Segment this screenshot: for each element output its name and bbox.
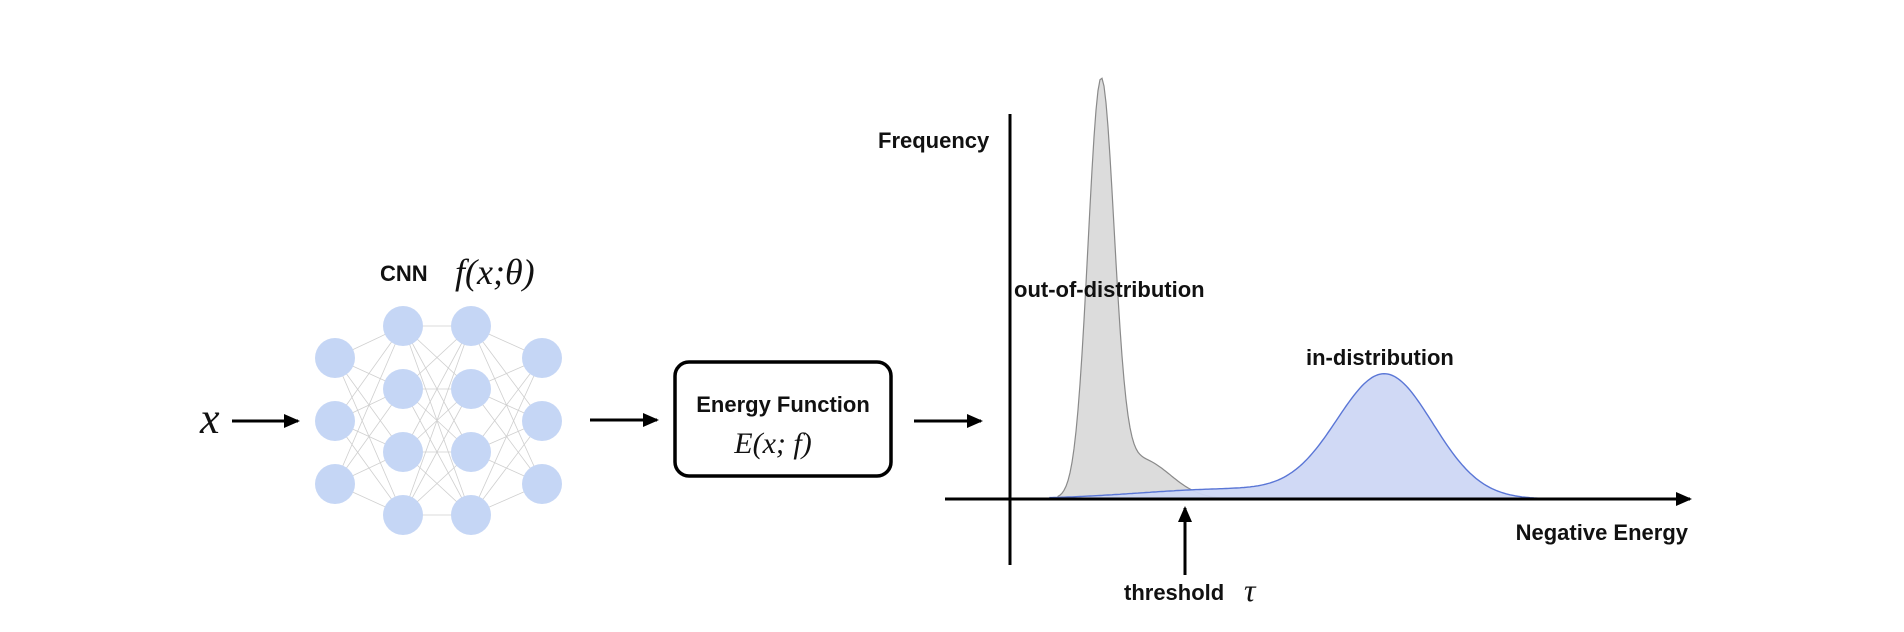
energy-function-title: Energy Function [696, 392, 870, 417]
id-distribution-curve [1049, 372, 1610, 500]
y-axis-label: Frequency [878, 128, 990, 153]
network-node [451, 306, 491, 346]
neural-network [315, 306, 562, 535]
network-node [315, 401, 355, 441]
network-node [451, 432, 491, 472]
network-node [451, 369, 491, 409]
network-edge [470, 357, 543, 516]
network-edge [334, 325, 404, 485]
network-node [522, 338, 562, 378]
network-node [383, 495, 423, 535]
energy-function-formula: E(x; f) [733, 427, 811, 460]
network-label: CNN [380, 261, 428, 286]
network-node [522, 401, 562, 441]
network-edge [402, 325, 472, 516]
threshold-label: threshold [1124, 580, 1224, 605]
network-function-label: f(x;θ) [455, 252, 535, 292]
network-edge [402, 325, 472, 453]
network-nodes [315, 306, 562, 535]
network-node [315, 338, 355, 378]
network-edges [334, 325, 543, 516]
network-node [383, 369, 423, 409]
threshold-symbol: τ [1244, 572, 1257, 608]
x-axis-label: Negative Energy [1516, 520, 1689, 545]
input-symbol: x [199, 394, 220, 443]
network-node [383, 306, 423, 346]
network-edge [402, 388, 472, 516]
ood-label: out-of-distribution [1014, 277, 1205, 302]
network-node [451, 495, 491, 535]
network-node [315, 464, 355, 504]
id-label: in-distribution [1306, 345, 1454, 370]
energy-function-box [673, 360, 893, 478]
network-node [522, 464, 562, 504]
network-node [383, 432, 423, 472]
